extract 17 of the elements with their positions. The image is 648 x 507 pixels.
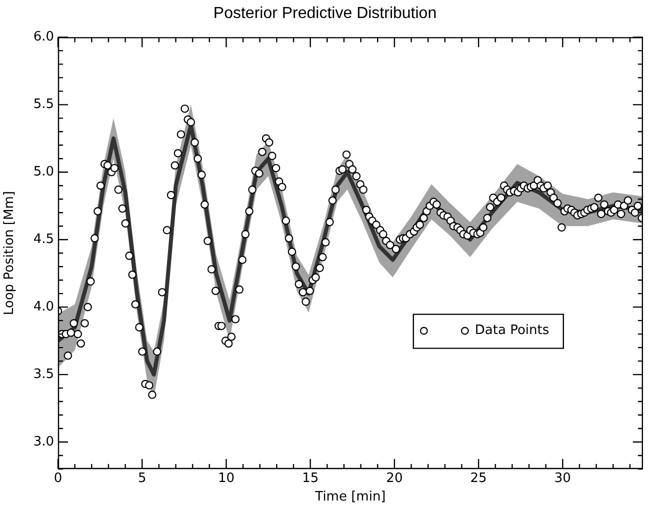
y-axis-title: Loop Position [Mm] — [2, 191, 18, 316]
y-tick-label: 6.0 — [33, 30, 54, 45]
x-tick-label: 20 — [386, 471, 403, 486]
x-tick-label: 15 — [302, 471, 319, 486]
x-tick-label: 5 — [138, 471, 146, 486]
y-tick-label: 3.0 — [33, 434, 54, 450]
y-tick-label: 4.0 — [33, 299, 54, 314]
y-tick-label: 5.0 — [33, 164, 54, 180]
y-tick-label: 4.5 — [33, 232, 54, 247]
x-tick-label: 25 — [470, 471, 487, 486]
x-tick-label: 30 — [554, 471, 571, 486]
y-tick-label: 3.5 — [33, 366, 54, 382]
x-tick-label: 10 — [218, 471, 234, 486]
chart-title: Posterior Predictive Distribution — [213, 5, 437, 22]
x-tick-label: 0 — [54, 471, 62, 486]
x-axis-title: Time [min] — [314, 490, 386, 505]
y-tick-label: 5.5 — [33, 97, 54, 112]
